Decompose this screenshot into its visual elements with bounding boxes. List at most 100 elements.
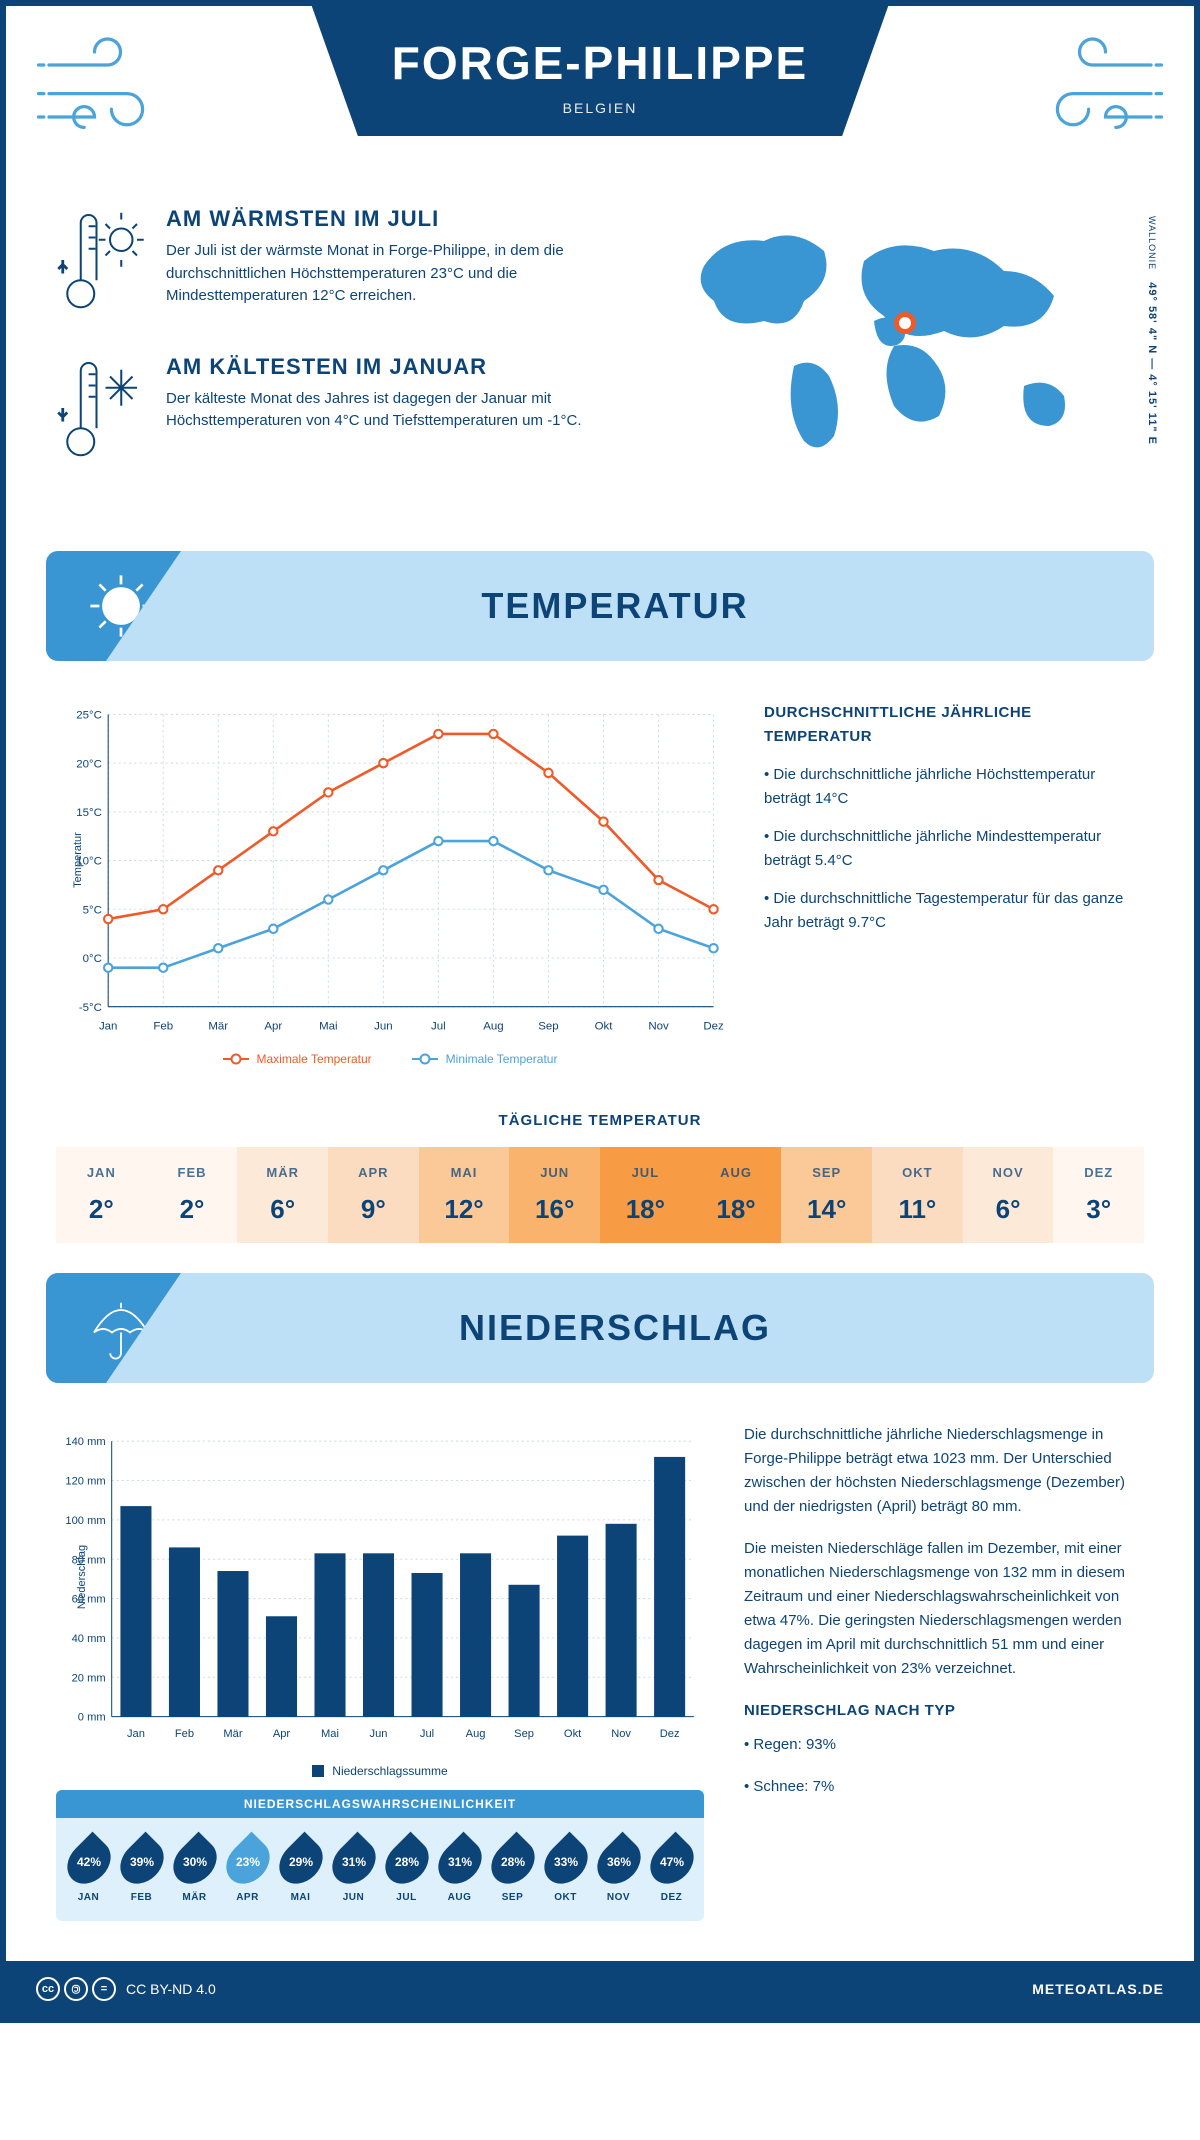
probability-drop: 23%APR: [229, 1832, 267, 1903]
temp-value: 2°: [151, 1194, 234, 1225]
drop-icon: 31%: [429, 1832, 490, 1893]
probability-drop: 31%AUG: [441, 1832, 479, 1903]
page-title: FORGE-PHILIPPE: [392, 36, 808, 90]
month-label: OKT: [547, 1892, 585, 1903]
nd-icon: =: [92, 1977, 116, 2001]
cc-icon: cc: [36, 1977, 60, 2001]
svg-text:Mär: Mär: [223, 1728, 242, 1740]
footer: cc 🄯 = CC BY-ND 4.0 METEOATLAS.DE: [6, 1961, 1194, 2017]
probability-drop: 31%JUN: [335, 1832, 373, 1903]
probability-title: NIEDERSCHLAGSWAHRSCHEINLICHKEIT: [56, 1790, 704, 1818]
daily-temp-cell: SEP 14°: [781, 1147, 872, 1243]
precip-type-bullet: • Regen: 93%: [744, 1733, 1144, 1757]
svg-text:Apr: Apr: [273, 1728, 291, 1740]
world-map: WALLONIE 49° 58' 4" N — 4° 15' 11" E: [664, 206, 1144, 501]
svg-text:Mai: Mai: [321, 1728, 339, 1740]
probability-drop: 28%SEP: [494, 1832, 532, 1903]
temp-value: 16°: [513, 1194, 596, 1225]
precip-legend: Niederschlagssumme: [56, 1764, 704, 1778]
drop-icon: 30%: [164, 1832, 225, 1893]
precip-paragraph: Die durchschnittliche jährliche Niedersc…: [744, 1423, 1144, 1519]
month-label: OKT: [876, 1165, 959, 1180]
month-label: DEZ: [653, 1892, 691, 1903]
month-label: APR: [229, 1892, 267, 1903]
drop-icon: 42%: [58, 1832, 119, 1893]
month-label: DEZ: [1057, 1165, 1140, 1180]
svg-text:Nov: Nov: [611, 1728, 631, 1740]
svg-text:Jun: Jun: [374, 1021, 393, 1033]
precipitation-section-header: NIEDERSCHLAG: [46, 1273, 1154, 1383]
temp-value: 9°: [332, 1194, 415, 1225]
svg-text:Jan: Jan: [99, 1021, 118, 1033]
daily-temp-cell: MÄR6°: [237, 1147, 328, 1243]
svg-text:Jul: Jul: [431, 1021, 446, 1033]
daily-temp-cell: OKT 11°: [872, 1147, 963, 1243]
drop-icon: 31%: [323, 1832, 384, 1893]
temp-value: 11°: [876, 1194, 959, 1225]
temp-value: 18°: [604, 1194, 687, 1225]
svg-text:Feb: Feb: [153, 1021, 173, 1033]
svg-text:Dez: Dez: [703, 1021, 724, 1033]
header: FORGE-PHILIPPE BELGIEN: [6, 6, 1194, 206]
svg-text:Aug: Aug: [466, 1728, 486, 1740]
daily-temp-cell: FEB 2°: [147, 1147, 238, 1243]
daily-temp-cell: MAI12°: [419, 1147, 510, 1243]
cc-icons: cc 🄯 =: [36, 1977, 116, 2001]
probability-drops: 42%JAN39%FEB30%MÄR23%APR29%MAI31%JUN28%J…: [56, 1818, 704, 1907]
svg-text:Sep: Sep: [514, 1728, 534, 1740]
daily-temp-cell: DEZ3°: [1053, 1147, 1144, 1243]
month-label: JUN: [335, 1892, 373, 1903]
thermometer-sun-icon: [56, 206, 146, 324]
probability-drop: 42%JAN: [70, 1832, 108, 1903]
temp-summary-title: DURCHSCHNITTLICHE JÄHRLICHE TEMPERATUR: [764, 701, 1144, 749]
month-label: JAN: [60, 1165, 143, 1180]
month-label: FEB: [151, 1165, 234, 1180]
month-label: NOV: [967, 1165, 1050, 1180]
svg-text:20°C: 20°C: [76, 758, 102, 770]
drop-icon: 28%: [376, 1832, 437, 1893]
probability-drop: 29%MAI: [282, 1832, 320, 1903]
temp-bullet: • Die durchschnittliche jährliche Höchst…: [764, 763, 1144, 811]
precipitation-bar-chart: Niederschlag 0 mm20 mm40 mm60 mm80 mm100…: [56, 1423, 704, 1778]
temp-value: 6°: [967, 1194, 1050, 1225]
svg-text:Okt: Okt: [595, 1021, 614, 1033]
coords-text: 49° 58' 4" N — 4° 15' 11" E: [1146, 282, 1158, 445]
svg-text:Apr: Apr: [264, 1021, 282, 1033]
svg-text:Okt: Okt: [564, 1728, 582, 1740]
daily-temp-cell: AUG18°: [691, 1147, 782, 1243]
svg-text:25°C: 25°C: [76, 710, 102, 722]
svg-text:120 mm: 120 mm: [65, 1476, 105, 1488]
title-banner: FORGE-PHILIPPE BELGIEN: [312, 6, 888, 136]
climate-facts: AM WÄRMSTEN IM JULI Der Juli ist der wär…: [56, 206, 624, 501]
month-label: NOV: [600, 1892, 638, 1903]
probability-drop: 28%JUL: [388, 1832, 426, 1903]
warmest-body: Der Juli ist der wärmste Monat in Forge-…: [166, 240, 624, 308]
svg-text:0°C: 0°C: [83, 953, 102, 965]
sun-icon: [46, 551, 196, 661]
month-label: APR: [332, 1165, 415, 1180]
daily-temp-title: TÄGLICHE TEMPERATUR: [6, 1112, 1194, 1129]
svg-text:100 mm: 100 mm: [65, 1515, 105, 1527]
license: cc 🄯 = CC BY-ND 4.0: [36, 1977, 216, 2001]
svg-text:Mär: Mär: [208, 1021, 228, 1033]
temp-value: 2°: [60, 1194, 143, 1225]
svg-text:Jan: Jan: [127, 1728, 145, 1740]
top-info-row: AM WÄRMSTEN IM JULI Der Juli ist der wär…: [6, 206, 1194, 531]
month-label: JUL: [604, 1165, 687, 1180]
temp-legend: Maximale Temperatur Minimale Temperatur: [56, 1052, 724, 1066]
svg-text:Dez: Dez: [660, 1728, 680, 1740]
temp-bullet: • Die durchschnittliche Tagestemperatur …: [764, 887, 1144, 935]
license-text: CC BY-ND 4.0: [126, 1981, 216, 1997]
precipitation-summary: Die durchschnittliche jährliche Niedersc…: [744, 1423, 1144, 1921]
month-label: SEP: [785, 1165, 868, 1180]
wind-icon: [1034, 36, 1164, 146]
precipitation-heading: NIEDERSCHLAG: [196, 1307, 1154, 1349]
coldest-body: Der kälteste Monat des Jahres ist dagege…: [166, 388, 624, 433]
drop-icon: 29%: [270, 1832, 331, 1893]
fact-text: AM WÄRMSTEN IM JULI Der Juli ist der wär…: [166, 206, 624, 324]
wind-icon: [36, 36, 166, 146]
temperature-section: Temperatur -5°C0°C5°C10°C15°C20°C25°CJan…: [6, 681, 1194, 1086]
legend-min: Minimale Temperatur: [446, 1052, 558, 1066]
temp-value: 14°: [785, 1194, 868, 1225]
warmest-title: AM WÄRMSTEN IM JULI: [166, 206, 624, 232]
